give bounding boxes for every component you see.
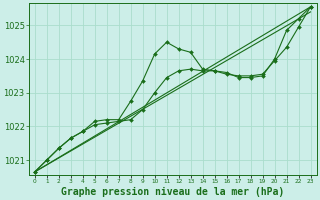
- X-axis label: Graphe pression niveau de la mer (hPa): Graphe pression niveau de la mer (hPa): [61, 186, 284, 197]
